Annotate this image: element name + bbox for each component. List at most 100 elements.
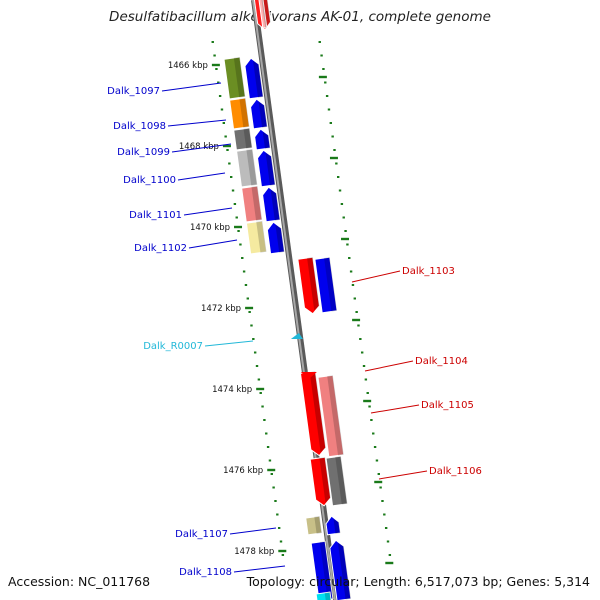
tick-dot [255, 365, 259, 367]
tick-dot [231, 189, 235, 192]
gene-Dalk_1098-cog-block [229, 97, 250, 130]
tick-dot [250, 324, 253, 327]
gene-Dalk_1104b-arrow [309, 456, 332, 507]
tick-dot [266, 446, 270, 448]
gene-label-Dalk_1100[interactable]: Dalk_1100 [123, 175, 176, 186]
tick-dot [344, 230, 347, 232]
tick-dot [252, 338, 255, 340]
gene-layer [223, 0, 352, 600]
gene-Dalk_1103[interactable] [297, 256, 320, 315]
gene-Dalk_1108-strand-arrow-shade [337, 543, 351, 600]
gene-Dalk_1101[interactable] [241, 185, 263, 223]
gene-Dalk_1105-cog-block [317, 374, 345, 458]
gene-Dalk_1103-cog[interactable] [314, 256, 338, 314]
gene-Dalk_1102-strand[interactable] [266, 221, 286, 255]
label-layer: Dalk_1097 Dalk_1098 Dalk_1099 Dalk_1100 Dalk… [107, 82, 482, 578]
tick-dot [261, 405, 264, 408]
gene-Dalk_1098-strand[interactable] [250, 98, 268, 130]
partial-top-highlight-shade [258, 0, 267, 28]
gene-label-Dalk_1102[interactable]: Dalk_1102 [134, 243, 187, 254]
kbp-tick-label: 1476 kbp [223, 466, 263, 476]
tick-dot [241, 257, 244, 259]
gene-label-Dalk_1103[interactable]: Dalk_1103 [402, 266, 455, 277]
partial-top-gene-arrow-shade [259, 0, 271, 27]
gene-label-Dalk_1101[interactable]: Dalk_1101 [129, 210, 182, 221]
gene-Dalk_1106[interactable] [325, 455, 348, 507]
gene-label-Dalk_1097[interactable]: Dalk_1097 [107, 86, 160, 97]
tick-dot [274, 500, 277, 502]
partial-bottom-gene[interactable] [315, 591, 333, 600]
gene-Dalk_1108[interactable] [310, 540, 334, 600]
tick-dot [346, 243, 349, 246]
gene-Dalk_1099[interactable] [233, 127, 253, 151]
kbp-tick-label: 1474 kbp [212, 385, 252, 395]
gene-Dalk_1102-strand-arrow [266, 221, 286, 255]
tick-dot [242, 270, 246, 273]
gene-Dalk_1100-strand[interactable] [257, 149, 276, 188]
gene-Dalk_1101-strand[interactable] [262, 186, 281, 223]
tick-dot [379, 486, 382, 489]
tick-dot [329, 122, 333, 124]
gene-Dalk_1102[interactable] [245, 220, 268, 255]
tick-dot [268, 459, 272, 462]
gene-Dalk_1097-shade [233, 57, 246, 98]
tick-dot [218, 95, 222, 97]
tick-dot [211, 41, 214, 43]
gene-Dalk_1100-strand-arrow-shade [265, 152, 276, 186]
gene-label-Dalk_1108[interactable]: Dalk_1108 [179, 567, 232, 578]
gene-label-Dalk_1099[interactable]: Dalk_1099 [117, 147, 170, 158]
tick-dot [270, 473, 273, 475]
tick-dot [318, 41, 321, 43]
gene-Dalk_1108-strand-arrow [329, 539, 352, 600]
tick-dot [353, 297, 356, 300]
gene-Dalk_1105[interactable] [317, 374, 345, 458]
gene-label-Dalk_1105[interactable]: Dalk_1105 [421, 400, 474, 411]
gene-Dalk_1097-strand-arrow-shade [253, 60, 264, 98]
gene-Dalk_1104b[interactable] [309, 456, 332, 507]
tick-dot [333, 149, 336, 151]
gene-Dalk_1100[interactable] [236, 148, 258, 188]
tick-dot [276, 513, 279, 516]
Dalk_1104-leader-line [364, 360, 414, 372]
gene-label-Dalk_R0007[interactable]: Dalk_R0007 [143, 341, 203, 352]
tick-dot [325, 95, 329, 97]
tick-dot [237, 230, 240, 232]
gene-Dalk_1107-cog-block [305, 515, 323, 536]
gene-Dalk_1102-shade [256, 221, 267, 253]
tick-dot [357, 324, 360, 327]
gene-Dalk_1100-shade [246, 149, 258, 186]
tick-dot [220, 108, 224, 111]
gene-Dalk_1107-strand-arrow [325, 515, 341, 536]
gene-Dalk_1099-strand[interactable] [254, 128, 271, 151]
tick-dot [239, 243, 242, 246]
gene-Dalk_1103-cog-cog-block [314, 256, 338, 314]
gene-label-Dalk_1098[interactable]: Dalk_1098 [113, 121, 166, 132]
gene-label-Dalk_1104[interactable]: Dalk_1104 [415, 356, 468, 367]
partial-top-highlight[interactable] [255, 0, 268, 29]
tick-dot [364, 378, 368, 381]
gene-Dalk_1100-cog-block [236, 148, 258, 188]
Dalk_1107-leader-line [229, 527, 277, 535]
Dalk_1099-leader-line [171, 143, 232, 153]
tick-dot [360, 351, 364, 354]
tick-dot [226, 149, 229, 151]
gene-Dalk_1102-strand-arrow-shade [275, 224, 285, 253]
Dalk_1101-leader-line [183, 207, 233, 216]
gene-Dalk_1107-strand-arrow-shade [333, 518, 341, 534]
gene-Dalk_1098-strand-arrow-shade [258, 101, 268, 128]
gene-Dalk_1097-strand[interactable] [244, 57, 264, 100]
gene-Dalk_1099-cog-block [233, 127, 253, 151]
gene-Dalk_1108-strand[interactable] [329, 539, 352, 600]
genome-title: Desulfatibacillum alkenivorans AK-01, co… [109, 9, 491, 25]
gene-label-Dalk_1106[interactable]: Dalk_1106 [429, 466, 482, 477]
gene-Dalk_1097[interactable] [223, 56, 246, 100]
gene-Dalk_1098[interactable] [229, 97, 250, 130]
gene-label-Dalk_1107[interactable]: Dalk_1107 [175, 529, 228, 540]
tick-dot [372, 432, 375, 435]
gene-Dalk_1107[interactable] [305, 515, 323, 536]
Dalk_1106-leader-line [378, 470, 428, 480]
tick-dot [279, 540, 283, 543]
gene-Dalk_1104[interactable] [299, 370, 327, 457]
gene-Dalk_1107-strand[interactable] [325, 515, 341, 536]
gene-Dalk_R0007[interactable] [290, 333, 303, 339]
